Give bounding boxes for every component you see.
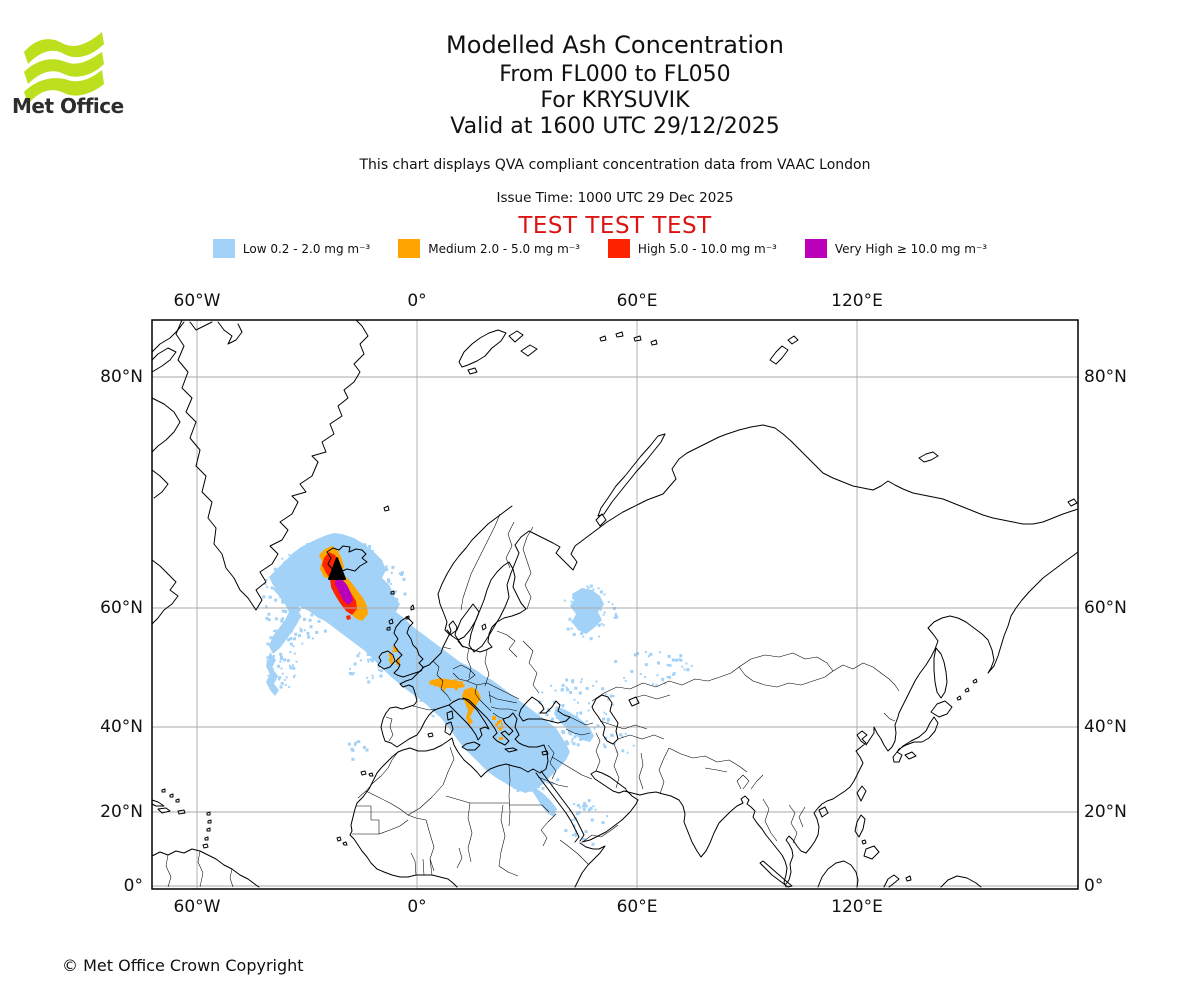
y-tick-right-3: 20°N (1084, 802, 1127, 822)
volcano-triangle-icon (328, 557, 346, 580)
y-tick-right-4: 0° (1084, 876, 1104, 896)
logo-waves-icon (24, 32, 104, 104)
legend-swatch-icon (398, 239, 421, 258)
legend-item-2: High 5.0 - 10.0 mg m⁻³ (607, 239, 777, 258)
legend-label: Medium 2.0 - 5.0 mg m⁻³ (428, 241, 580, 256)
country-borders (165, 513, 900, 888)
legend-swatch-icon (804, 239, 827, 258)
x-tick-bottom-0: 60°W (173, 897, 221, 917)
legend: Low 0.2 - 2.0 mg m⁻³ Medium 2.0 - 5.0 mg … (0, 239, 1200, 258)
legend-swatch-icon (607, 239, 630, 258)
met-office-logo (24, 32, 104, 104)
x-tick-top-1: 0° (407, 291, 427, 311)
ash-plume-very-high (335, 577, 353, 605)
y-tick-left-4: 0° (123, 876, 143, 896)
x-tick-top-3: 120°E (831, 291, 883, 311)
x-tick-bottom-3: 120°E (831, 897, 883, 917)
copyright-text: © Met Office Crown Copyright (62, 956, 304, 975)
legend-label: High 5.0 - 10.0 mg m⁻³ (637, 241, 777, 256)
x-tick-bottom-2: 60°E (616, 897, 658, 917)
legend-item-1: Medium 2.0 - 5.0 mg m⁻³ (398, 239, 580, 258)
x-tick-bottom-1: 0° (407, 897, 427, 917)
legend-swatch-icon (212, 239, 235, 258)
coastlines (151, 319, 1079, 888)
logo-wordmark: Met Office (12, 94, 124, 118)
legend-label: Very High ≥ 10.0 mg m⁻³ (834, 241, 988, 256)
legend-label: Low 0.2 - 2.0 mg m⁻³ (242, 241, 371, 256)
y-tick-right-0: 80°N (1084, 367, 1127, 387)
subtitle-line-2: Valid at 1600 UTC 29/12/2025 (450, 114, 780, 139)
chart-description: This chart displays QVA compliant concen… (359, 157, 871, 173)
y-tick-right-2: 40°N (1084, 717, 1127, 737)
test-banner: TEST TEST TEST (518, 213, 712, 239)
y-tick-left-1: 60°N (100, 598, 143, 618)
legend-item-3: Very High ≥ 10.0 mg m⁻³ (804, 239, 988, 258)
x-tick-top-0: 60°W (173, 291, 221, 311)
page-title: Modelled Ash Concentration (446, 31, 784, 59)
ash-plume-low (262, 533, 693, 846)
subtitle-line-1: For KRYSUVIK (540, 88, 690, 113)
subtitle-line-0: From FL000 to FL050 (499, 62, 731, 87)
y-tick-left-0: 80°N (100, 367, 143, 387)
y-tick-left-3: 20°N (100, 802, 143, 822)
issue-time: Issue Time: 1000 UTC 29 Dec 2025 (496, 190, 734, 206)
map-svg (151, 319, 1079, 890)
legend-item-0: Low 0.2 - 2.0 mg m⁻³ (212, 239, 371, 258)
x-tick-top-2: 60°E (616, 291, 658, 311)
subtitle-block: From FL000 to FL050 For KRYSUVIK Valid at … (0, 62, 1200, 140)
map-frame (151, 319, 1079, 890)
y-tick-left-2: 40°N (100, 717, 143, 737)
map-gridlines (152, 320, 1078, 889)
y-tick-right-1: 60°N (1084, 598, 1127, 618)
